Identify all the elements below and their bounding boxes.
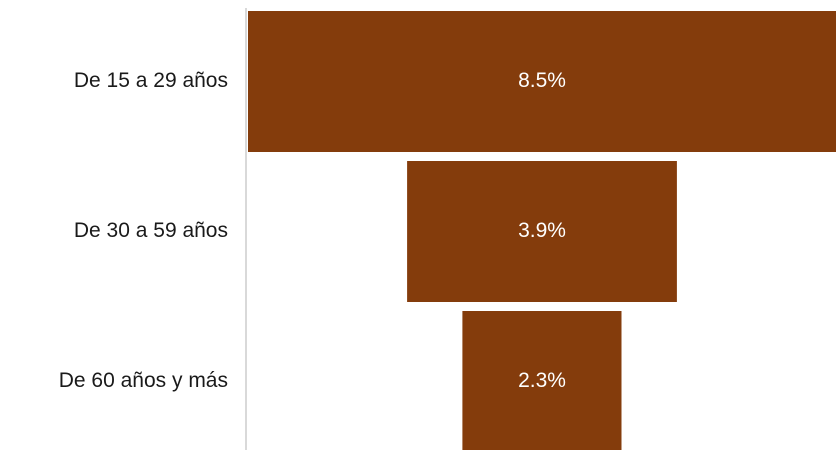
value-label-1: 8.5% <box>518 69 566 92</box>
funnel-bar-1 <box>248 11 836 152</box>
category-label-1: De 15 a 29 años <box>74 69 228 92</box>
value-label-3: 2.3% <box>518 369 566 392</box>
funnel-bar-2 <box>407 161 677 302</box>
value-label-2: 3.9% <box>518 219 566 242</box>
bars-layer <box>248 11 836 450</box>
category-label-2: De 30 a 59 años <box>74 219 228 242</box>
value-labels-layer: 8.5% 3.9% 2.3% <box>518 69 566 392</box>
category-labels-layer: De 15 a 29 años De 30 a 59 años De 60 años… <box>59 69 228 392</box>
funnel-bar-3 <box>462 311 622 450</box>
category-label-3: De 60 años y más <box>59 369 228 392</box>
